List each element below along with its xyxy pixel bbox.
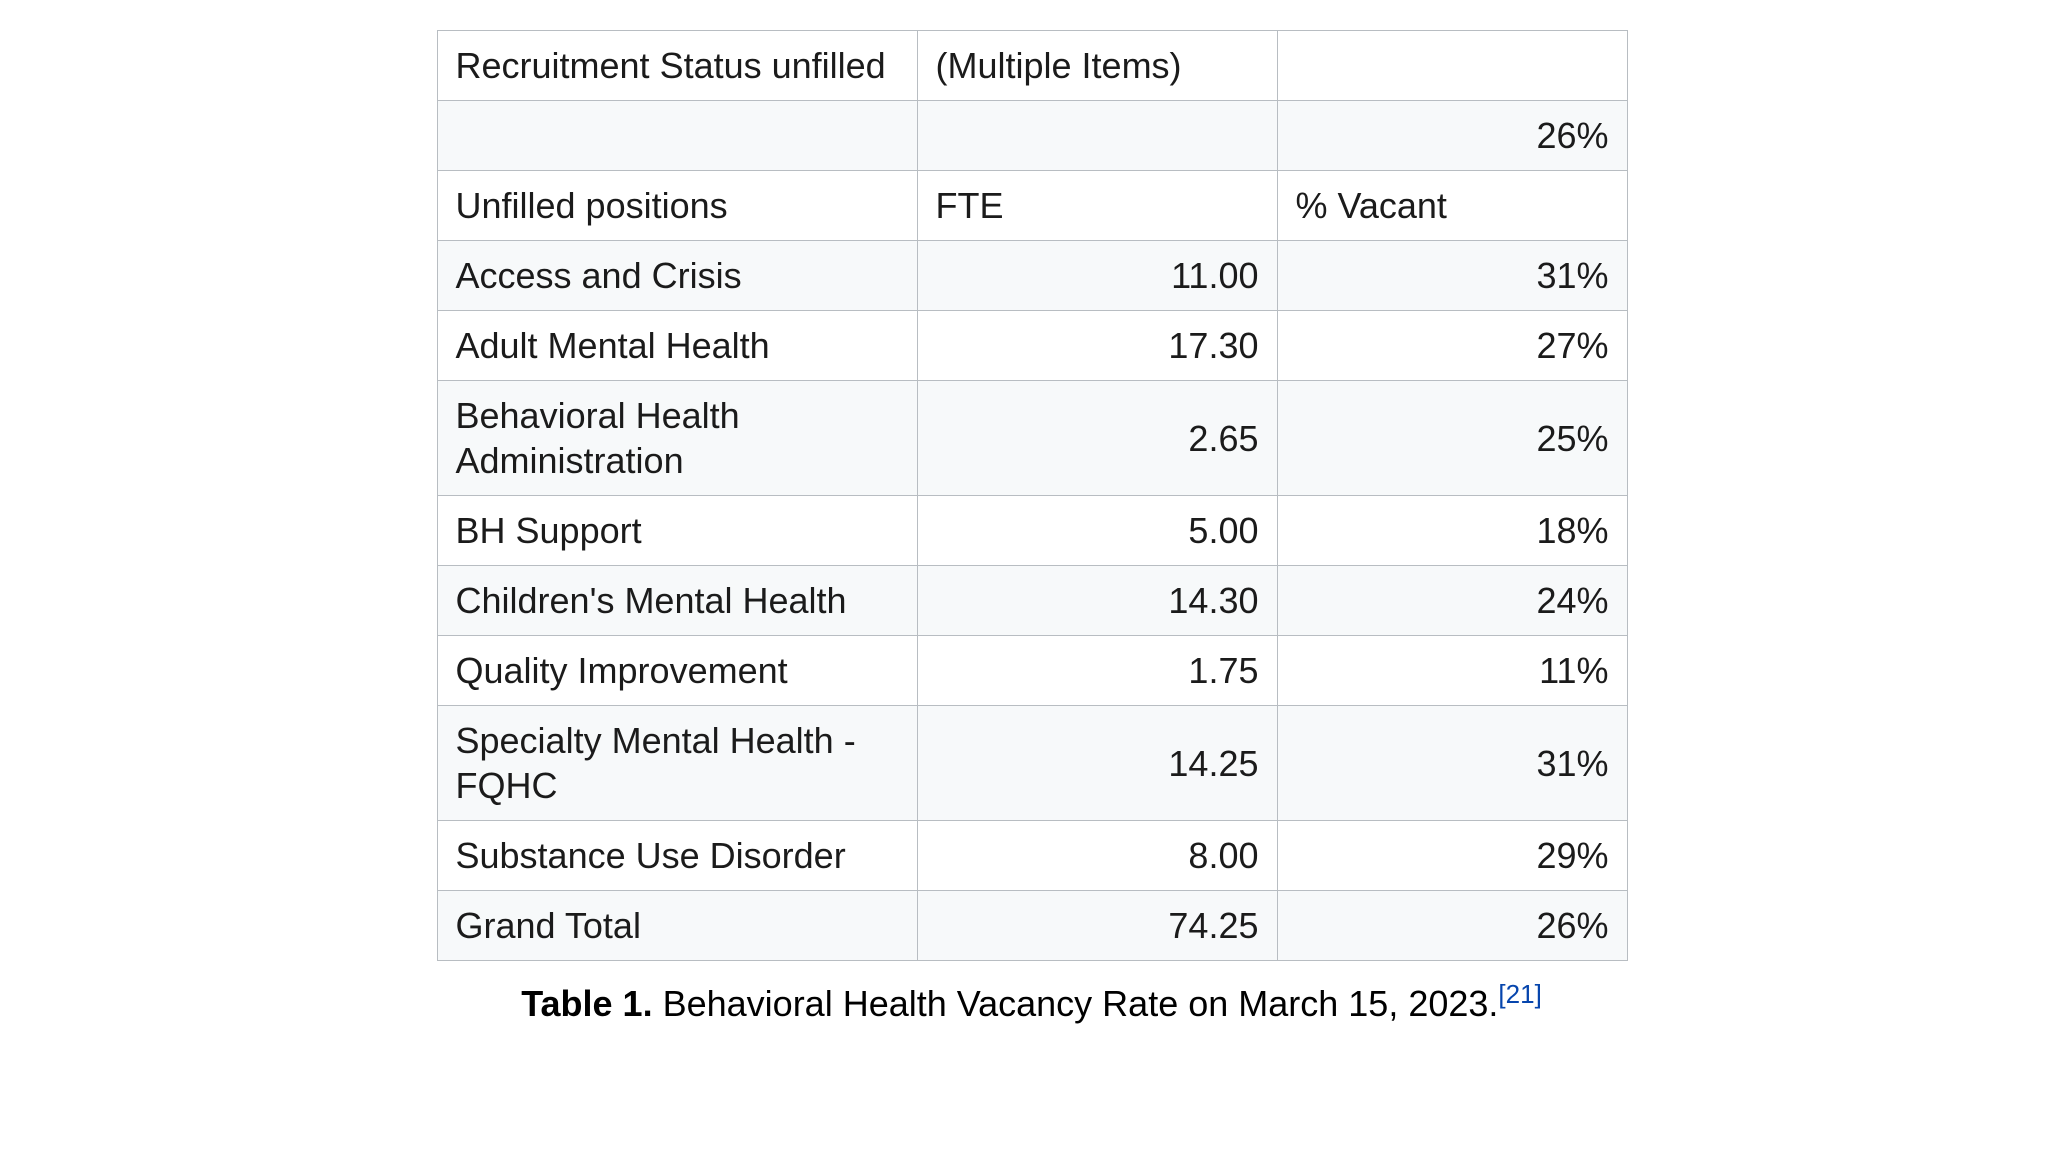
table-row: Substance Use Disorder 8.00 29% (437, 821, 1627, 891)
cell-pct: 31% (1277, 241, 1627, 311)
cell-fte: 11.00 (917, 241, 1277, 311)
cell-fte (917, 101, 1277, 171)
cell-fte: 1.75 (917, 636, 1277, 706)
table-row: Quality Improvement 1.75 11% (437, 636, 1627, 706)
cell-label: Recruitment Status unfilled (437, 31, 917, 101)
table-row: Children's Mental Health 14.30 24% (437, 566, 1627, 636)
table-row: Unfilled positions FTE % Vacant (437, 171, 1627, 241)
cell-label: Quality Improvement (437, 636, 917, 706)
cell-fte: 8.00 (917, 821, 1277, 891)
vacancy-table: Recruitment Status unfilled (Multiple It… (437, 30, 1628, 961)
table-row: Behavioral Health Administration 2.65 25… (437, 381, 1627, 496)
cell-pct: 26% (1277, 891, 1627, 961)
caption-text: Behavioral Health Vacancy Rate on March … (653, 983, 1499, 1024)
table-caption: Table 1. Behavioral Health Vacancy Rate … (437, 979, 1627, 1025)
table-row: Specialty Mental Health - FQHC 14.25 31% (437, 706, 1627, 821)
cell-pct: 26% (1277, 101, 1627, 171)
cell-label: Unfilled positions (437, 171, 917, 241)
cell-label: Adult Mental Health (437, 311, 917, 381)
cell-pct: 18% (1277, 496, 1627, 566)
table-row: BH Support 5.00 18% (437, 496, 1627, 566)
cell-pct: 29% (1277, 821, 1627, 891)
cell-pct: 27% (1277, 311, 1627, 381)
cell-label: BH Support (437, 496, 917, 566)
caption-prefix: Table 1. (521, 983, 652, 1024)
page: Recruitment Status unfilled (Multiple It… (0, 0, 2063, 1160)
table-row: Recruitment Status unfilled (Multiple It… (437, 31, 1627, 101)
table-row: Access and Crisis 11.00 31% (437, 241, 1627, 311)
cell-label: Children's Mental Health (437, 566, 917, 636)
cell-label: Specialty Mental Health - FQHC (437, 706, 917, 821)
cell-fte: 5.00 (917, 496, 1277, 566)
cell-pct: 31% (1277, 706, 1627, 821)
cell-fte: 74.25 (917, 891, 1277, 961)
vacancy-table-wrap: Recruitment Status unfilled (Multiple It… (437, 30, 1627, 961)
cell-pct (1277, 31, 1627, 101)
cell-fte: 17.30 (917, 311, 1277, 381)
cell-label (437, 101, 917, 171)
vacancy-table-body: Recruitment Status unfilled (Multiple It… (437, 31, 1627, 961)
cell-label: Grand Total (437, 891, 917, 961)
cell-label: Substance Use Disorder (437, 821, 917, 891)
cell-fte: 14.30 (917, 566, 1277, 636)
table-row: Grand Total 74.25 26% (437, 891, 1627, 961)
cell-label: Behavioral Health Administration (437, 381, 917, 496)
cell-pct: 24% (1277, 566, 1627, 636)
cell-fte: (Multiple Items) (917, 31, 1277, 101)
cell-pct: 25% (1277, 381, 1627, 496)
cell-fte: 14.25 (917, 706, 1277, 821)
cell-pct: 11% (1277, 636, 1627, 706)
cell-fte: FTE (917, 171, 1277, 241)
cell-pct: % Vacant (1277, 171, 1627, 241)
cell-fte: 2.65 (917, 381, 1277, 496)
cell-label: Access and Crisis (437, 241, 917, 311)
citation-link[interactable]: [21] (1498, 979, 1541, 1009)
table-row: Adult Mental Health 17.30 27% (437, 311, 1627, 381)
table-row: 26% (437, 101, 1627, 171)
